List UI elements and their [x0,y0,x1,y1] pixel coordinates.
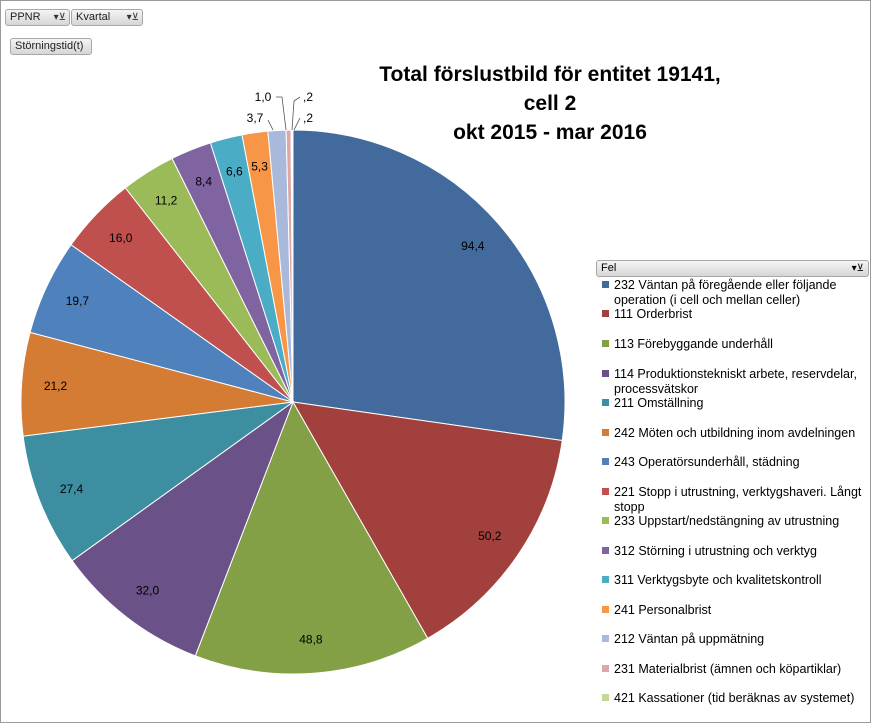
filter-icon: ▾⊻ [53,12,66,23]
legend-swatch [602,458,609,465]
data-label: 3,7 [247,111,264,125]
filter-label-ppnr: PPNR [10,11,41,23]
legend-swatch [602,547,609,554]
leader-line [267,119,274,131]
legend-item: 241 Personalbrist [602,603,870,618]
legend-label: 113 Förebyggande underhåll [614,337,773,351]
legend-label: 212 Väntan på uppmätning [614,632,765,646]
data-label: 21,2 [44,379,68,393]
legend-swatch [602,606,609,613]
chart-title: Total förslustbild för entitet 19141, ce… [360,60,740,147]
legend-item: 114 Produktionstekniskt arbete, reservde… [602,367,870,397]
chart-title-line2: okt 2015 - mar 2016 [453,121,647,144]
legend-item: 243 Operatörsunderhåll, städning [602,455,870,470]
data-label: 50,2 [478,529,502,543]
filter-label-kvartal: Kvartal [76,11,111,23]
legend-item: 211 Omställning [602,396,870,411]
legend-label: 421 Kassationer (tid beräknas av systeme… [614,691,855,705]
data-label: 16,0 [109,231,133,245]
legend-label: 311 Verktygsbyte och kvalitetskontroll [614,573,822,587]
leader-line [276,96,287,131]
legend-label: 232 Väntan på föregående eller följande … [614,278,837,307]
legend-swatch [602,370,609,377]
pie-slice [22,401,294,562]
data-label: 11,2 [155,194,178,208]
legend-item: 233 Uppstart/nedstängning av utrustning [602,514,870,529]
data-label: 19,7 [66,294,90,308]
data-label: 32,0 [136,583,160,597]
legend-swatch [602,488,609,495]
data-label: 94,4 [461,239,485,253]
legend-swatch [602,665,609,672]
legend-label: 242 Möten och utbildning inom avdelninge… [614,426,856,440]
field-label-storningstid: Störningstid(t) [15,40,84,52]
leader-line [293,117,301,131]
legend-field-button[interactable]: Fel ▾⊻ [596,260,869,277]
legend-item: 311 Verktygsbyte och kvalitetskontroll [602,573,870,588]
data-label: ,2 [303,90,313,104]
legend-swatch [602,281,609,288]
chart-title-line1: Total förslustbild för entitet 19141, ce… [379,63,721,115]
legend-label: 221 Stopp i utrustning, verktygshaveri. … [614,485,862,514]
legend-label: 231 Materialbrist (ämnen och köpartiklar… [614,662,842,676]
legend-swatch [602,694,609,701]
legend-swatch [602,576,609,583]
legend-swatch [602,310,609,317]
data-label: 8,4 [195,174,212,188]
filter-button-ppnr[interactable]: PPNR ▾⊻ [5,9,70,26]
pie-slice [71,400,295,657]
legend: Fel ▾⊻ 232 Väntan på föregående eller fö… [596,260,871,705]
legend-swatch [602,340,609,347]
legend-swatch [602,429,609,436]
legend-swatch [602,517,609,524]
pie-slice [292,401,563,640]
legend-item: 232 Väntan på föregående eller följande … [602,278,870,308]
legend-item: 221 Stopp i utrustning, verktygshaveri. … [602,485,870,515]
data-label: 6,6 [226,164,243,178]
pie-slice [292,129,566,442]
legend-label: 211 Omställning [614,396,704,410]
legend-swatch [602,635,609,642]
data-label: ,2 [303,111,313,125]
legend-item: 231 Materialbrist (ämnen och köpartiklar… [602,662,870,677]
pie-slice [194,400,429,675]
legend-label: 233 Uppstart/nedstängning av utrustning [614,514,840,528]
legend-item: 212 Väntan på uppmätning [602,632,870,647]
leader-line [291,96,301,131]
legend-item: 421 Kassationer (tid beräknas av systeme… [602,691,870,706]
legend-item: 242 Möten och utbildning inom avdelninge… [602,426,870,441]
legend-label: 241 Personalbrist [614,603,712,617]
legend-label: 114 Produktionstekniskt arbete, reservde… [614,367,857,396]
legend-item: 312 Störning i utrustning och verktyg [602,544,870,559]
filter-icon: ▾⊻ [851,263,864,274]
legend-title: Fel [601,262,617,274]
data-label: 27,4 [60,482,84,496]
data-label: 5,3 [251,159,268,173]
legend-label: 312 Störning i utrustning och verktyg [614,544,817,558]
legend-item: 113 Förebyggande underhåll [602,337,870,352]
data-label: 1,0 [255,90,272,104]
legend-label: 243 Operatörsunderhåll, städning [614,455,800,469]
filter-button-kvartal[interactable]: Kvartal ▾⊻ [71,9,143,26]
data-label: 48,8 [299,632,323,646]
field-button-storningstid[interactable]: Störningstid(t) [10,38,92,55]
legend-item: 111 Orderbrist [602,307,870,322]
legend-swatch [602,399,609,406]
legend-label: 111 Orderbrist [614,307,693,321]
filter-icon: ▾⊻ [126,12,139,23]
